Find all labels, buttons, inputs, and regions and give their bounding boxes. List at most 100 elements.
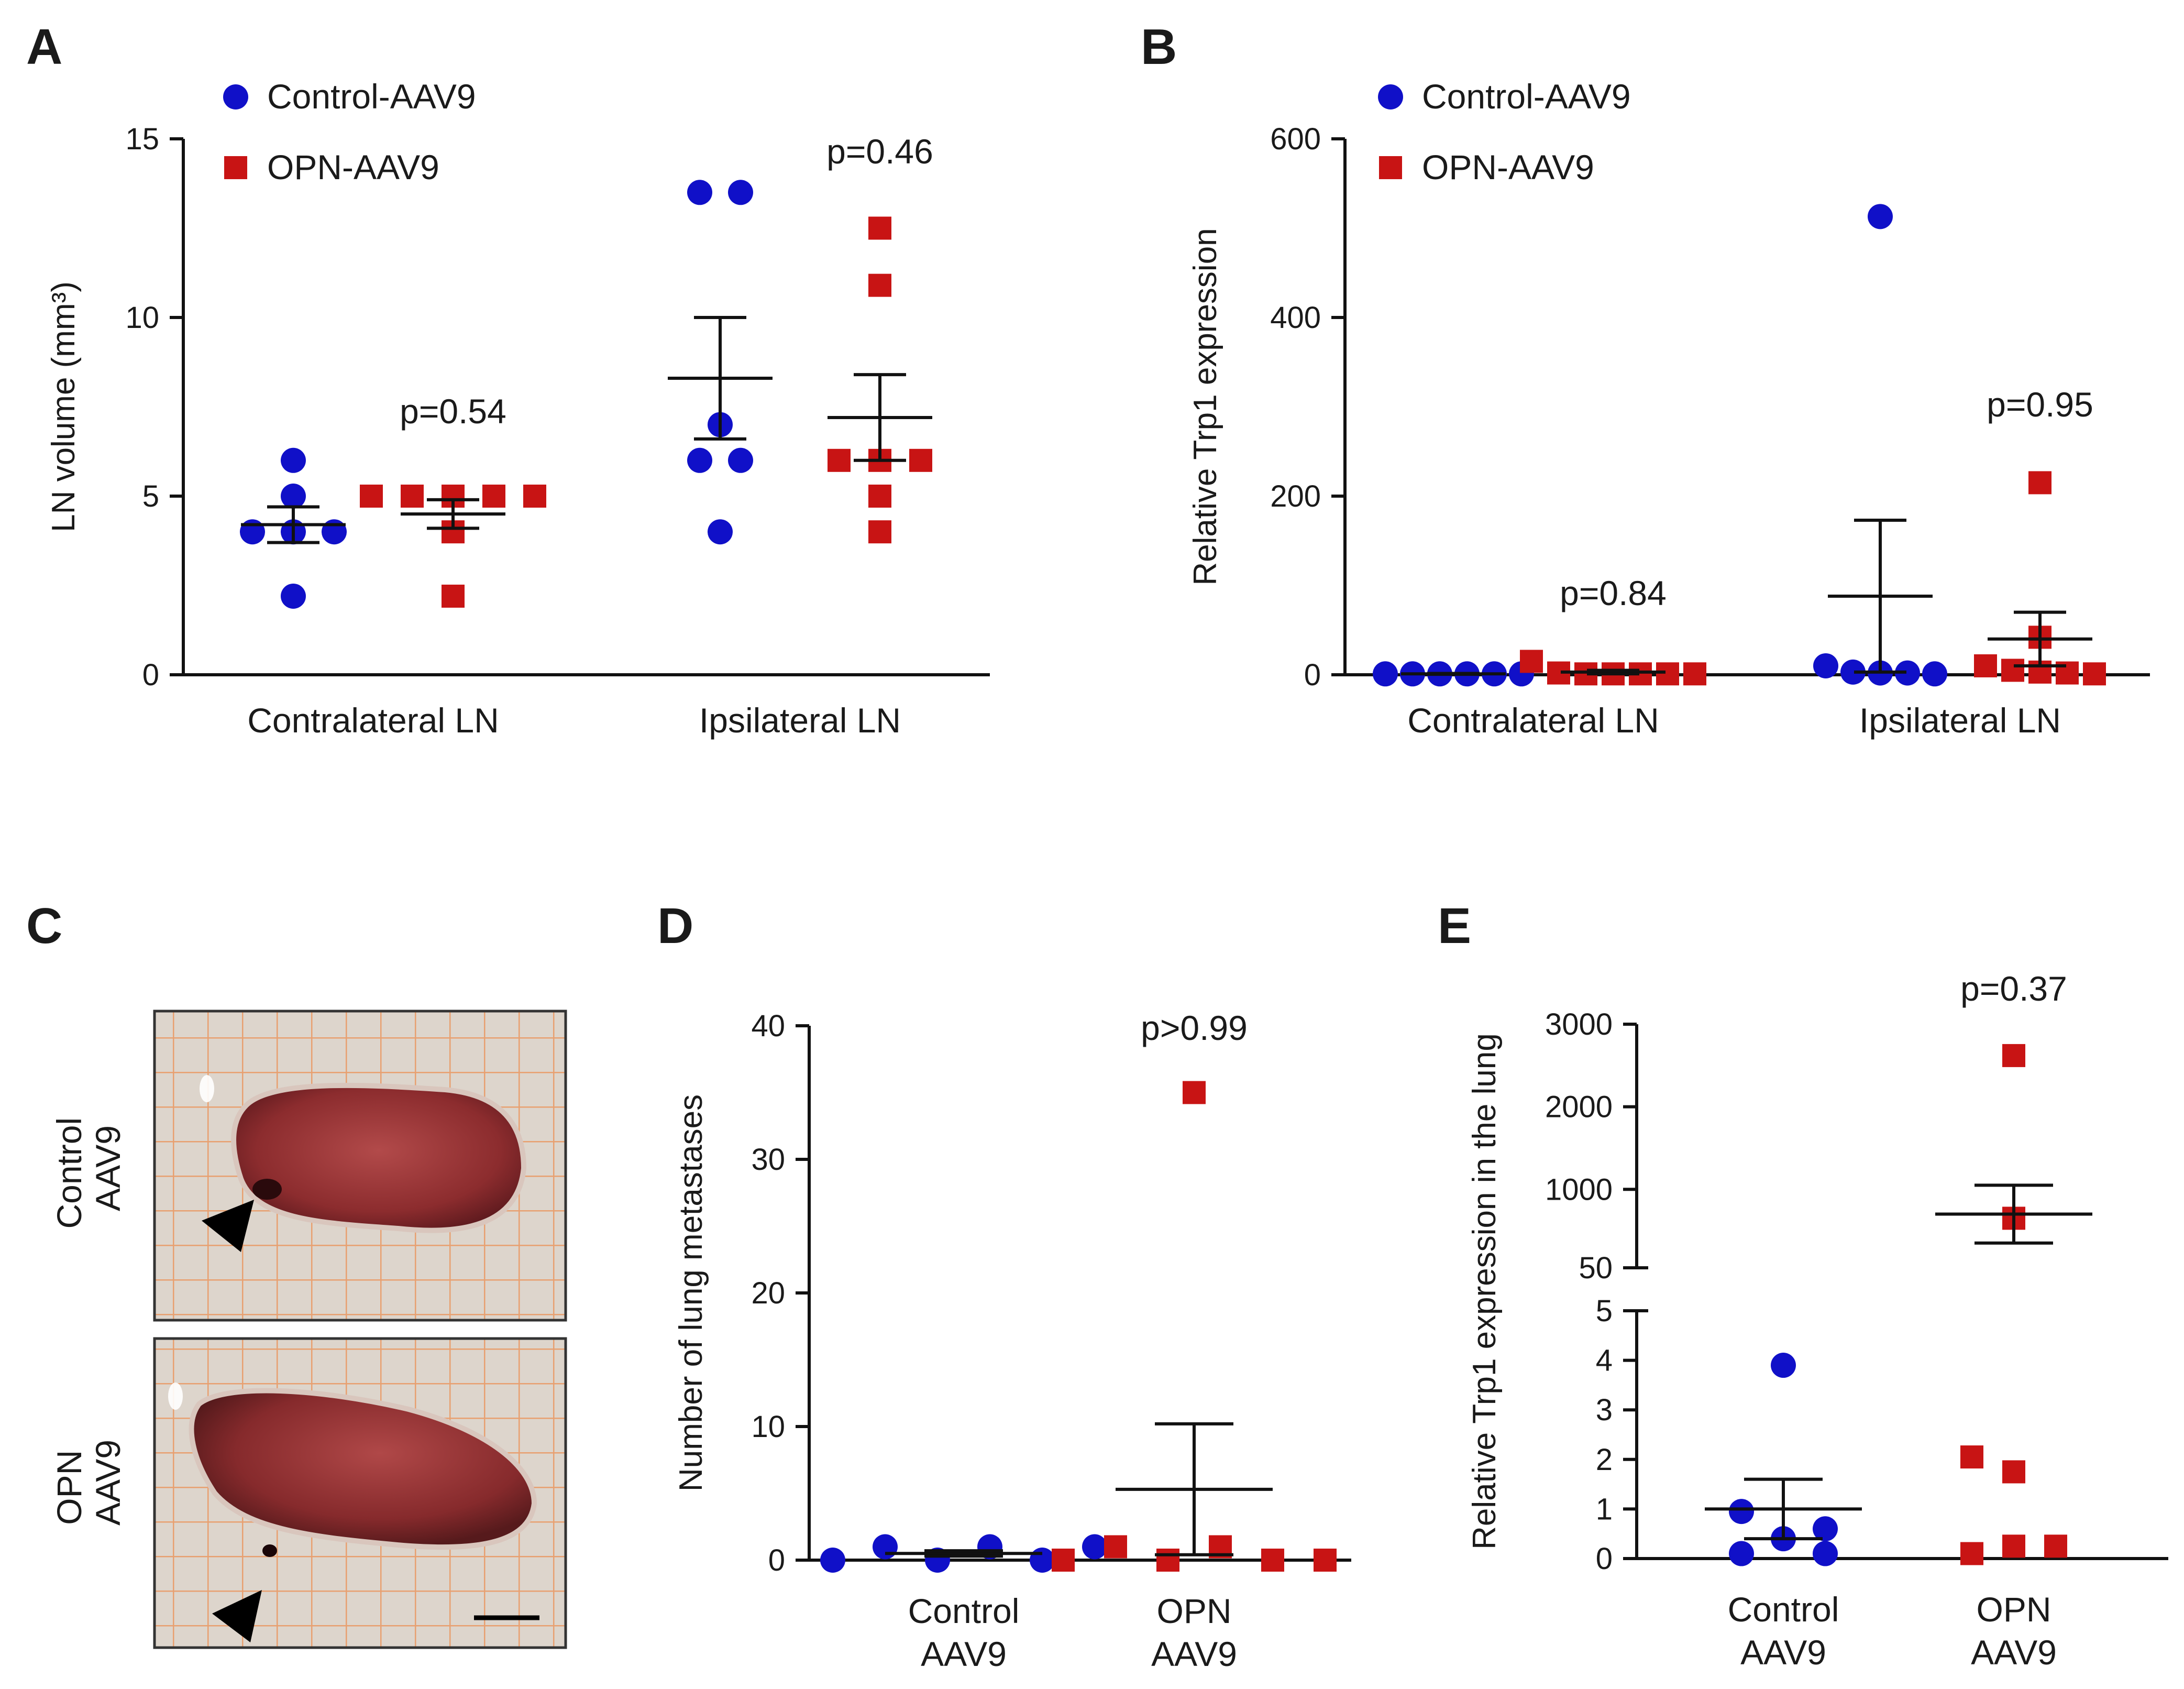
category-label: AAV9 bbox=[1740, 1633, 1826, 1672]
p-value-label: p=0.37 bbox=[1960, 969, 2067, 1008]
category-label: Ipsilateral LN bbox=[1859, 701, 2061, 740]
data-point-opn bbox=[2002, 1044, 2025, 1067]
panel-c-letter: C bbox=[26, 898, 62, 954]
data-point-control bbox=[240, 519, 265, 545]
y-tick-label: 2000 bbox=[1545, 1090, 1613, 1124]
y-axis-label: Relative Trp1 expression bbox=[1187, 228, 1223, 585]
data-point-opn bbox=[868, 273, 891, 297]
y-tick-label: 40 bbox=[751, 1009, 785, 1043]
p-value-label: p>0.99 bbox=[1141, 1008, 1248, 1047]
data-point-control bbox=[1813, 1516, 1838, 1542]
data-point-opn bbox=[1104, 1535, 1127, 1559]
data-point-opn bbox=[868, 216, 891, 240]
data-point-opn bbox=[401, 485, 424, 508]
y-tick-label: 3000 bbox=[1545, 1007, 1613, 1041]
data-point-opn bbox=[1314, 1549, 1337, 1572]
data-point-opn bbox=[1183, 1081, 1206, 1104]
panel-d: D 0 10 20 30 40 Number of lung metastases Cont… bbox=[657, 898, 1351, 1673]
panel-d-letter: D bbox=[657, 898, 693, 954]
data-point-control bbox=[873, 1534, 898, 1560]
p-value-label: p=0.54 bbox=[400, 392, 506, 431]
y-axis-label: LN volume (mm³) bbox=[46, 281, 82, 532]
category-label: Contralateral LN bbox=[1407, 701, 1659, 740]
data-point-opn bbox=[2002, 1460, 2025, 1484]
legend-marker-control bbox=[223, 84, 248, 109]
data-point-opn bbox=[1261, 1549, 1284, 1572]
legend-label: Control-AAV9 bbox=[1422, 77, 1631, 116]
data-point-opn bbox=[2083, 662, 2106, 686]
y-tick-label: 10 bbox=[125, 301, 159, 335]
y-tick-label: 3 bbox=[1596, 1393, 1613, 1427]
data-point-control bbox=[322, 519, 347, 545]
data-point-opn bbox=[868, 520, 891, 544]
data-point-opn bbox=[1656, 662, 1679, 686]
legend-marker-opn bbox=[224, 156, 247, 179]
y-tick-label: 1 bbox=[1596, 1492, 1613, 1526]
y-tick-label: 0 bbox=[1304, 658, 1321, 692]
category-label: AAV9 bbox=[921, 1635, 1007, 1673]
data-point-opn bbox=[2028, 471, 2051, 495]
legend-marker-opn bbox=[1379, 156, 1402, 179]
data-point-opn bbox=[1683, 662, 1706, 686]
arrowhead-icon bbox=[212, 1590, 262, 1642]
y-tick-label: 200 bbox=[1270, 479, 1321, 513]
data-point-opn bbox=[1960, 1542, 1983, 1565]
data-point-opn bbox=[1052, 1549, 1075, 1572]
data-point-control bbox=[1030, 1548, 1055, 1573]
y-tick-label: 10 bbox=[751, 1410, 785, 1444]
arrowhead-icon bbox=[202, 1200, 254, 1252]
data-point-opn bbox=[523, 485, 546, 508]
category-label: Control bbox=[1728, 1590, 1839, 1629]
data-point-control bbox=[687, 447, 712, 473]
panel-a-letter: A bbox=[26, 19, 62, 75]
data-point-opn bbox=[909, 448, 932, 472]
photo-label-opn: OPN AAV9 bbox=[50, 1440, 127, 1526]
y-tick-label: 0 bbox=[1596, 1542, 1613, 1576]
y-tick-label: 50 bbox=[1579, 1251, 1613, 1285]
panel-c: C bbox=[26, 898, 567, 1649]
panel-e-letter: E bbox=[1438, 898, 1471, 954]
legend-label: OPN-AAV9 bbox=[267, 148, 439, 187]
y-tick-label: 600 bbox=[1270, 122, 1321, 156]
data-point-opn bbox=[482, 485, 505, 508]
category-label: Ipsilateral LN bbox=[699, 701, 901, 740]
y-tick-label: 0 bbox=[142, 658, 159, 692]
data-point-control bbox=[687, 180, 712, 205]
p-value-label: p=0.95 bbox=[1987, 385, 2093, 424]
p-value-label: p=0.46 bbox=[826, 132, 933, 171]
data-point-control bbox=[1868, 204, 1893, 229]
legend-label: OPN-AAV9 bbox=[1422, 148, 1594, 187]
data-point-opn bbox=[1960, 1445, 1983, 1469]
y-tick-label: 2 bbox=[1596, 1443, 1613, 1477]
data-point-control bbox=[1373, 661, 1398, 687]
legend-label: Control-AAV9 bbox=[267, 77, 476, 116]
data-point-control bbox=[1729, 1499, 1754, 1525]
y-axis-label: Relative Trp1 expression in the lung bbox=[1466, 1033, 1503, 1550]
data-point-control bbox=[1813, 653, 1838, 678]
data-point-control bbox=[281, 447, 306, 473]
data-point-opn bbox=[2002, 1534, 2025, 1558]
data-point-control bbox=[820, 1548, 845, 1573]
y-tick-label: 400 bbox=[1270, 301, 1321, 335]
panel-a: A 0 5 10 15 LN volume (mm³) Contralateral LN I… bbox=[26, 19, 990, 740]
data-point-control bbox=[1840, 659, 1866, 685]
category-label: Control bbox=[908, 1592, 1020, 1630]
category-label: OPN bbox=[1156, 1592, 1231, 1630]
data-point-opn bbox=[2001, 659, 2024, 682]
category-label: AAV9 bbox=[1971, 1633, 2057, 1672]
y-tick-label: 20 bbox=[751, 1276, 785, 1310]
data-point-opn bbox=[1974, 654, 1997, 677]
data-point-opn bbox=[2044, 1534, 2067, 1558]
y-tick-label: 5 bbox=[142, 479, 159, 513]
data-point-control bbox=[708, 519, 733, 545]
y-tick-label: 0 bbox=[768, 1543, 785, 1577]
data-point-opn bbox=[1156, 1549, 1179, 1572]
category-label: Contralateral LN bbox=[247, 701, 499, 740]
category-label: AAV9 bbox=[1151, 1635, 1237, 1673]
category-label: OPN bbox=[1976, 1590, 2051, 1629]
panel-b: B 0 200 400 600 Relative Trp1 expression Cont… bbox=[1141, 19, 2150, 740]
data-point-opn bbox=[442, 584, 465, 608]
y-axis-label: Number of lung metastases bbox=[673, 1094, 709, 1491]
data-point-control bbox=[281, 583, 306, 609]
panel-e: E 0 1 2 3 4 5 50 1000 2000 3000 Relative Trp1 expr… bbox=[1438, 898, 2168, 1672]
